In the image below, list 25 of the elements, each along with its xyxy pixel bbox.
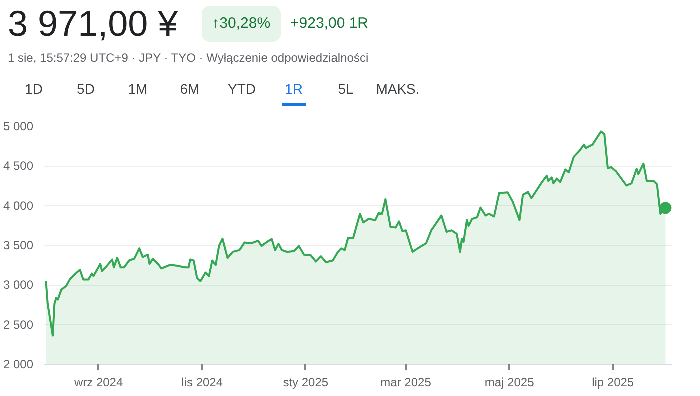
y-tick-label: 3 000 (3, 278, 34, 292)
text: ↑30,28% (202, 6, 281, 42)
text: 1D (24, 80, 44, 100)
chart-subtitle: 1 sie, 15:57:29 UTC+9 · JPY · TYO · Wyłączenie odpowiedzialności (8, 50, 370, 67)
text: MAKS. (375, 80, 421, 100)
text: 1M (127, 80, 149, 100)
x-tick-label: sty 2025 (283, 376, 329, 390)
text: 6M (179, 80, 201, 100)
text: 5L (337, 80, 355, 100)
x-tick-label: lis 2024 (182, 376, 224, 390)
text: YTD (227, 80, 257, 100)
y-tick-label: 2 500 (3, 318, 34, 332)
x-tick-label: lip 2025 (592, 376, 634, 390)
chart-title: 3 971,00 ¥ (8, 2, 178, 46)
y-tick-label: 3 500 (3, 238, 34, 252)
text: 1R (282, 79, 306, 106)
text: 5D (76, 80, 96, 100)
y-tick-label: 2 000 (3, 358, 34, 372)
x-tick-label: mar 2025 (380, 376, 432, 390)
y-tick-label: 4 500 (3, 159, 34, 174)
x-tick-label: wrz 2024 (73, 376, 124, 390)
x-tick-label: maj 2025 (484, 376, 535, 390)
y-tick-label: 4 000 (3, 198, 34, 213)
text: +923,00 1R (290, 14, 369, 34)
y-tick-label: 5 000 (3, 120, 34, 134)
